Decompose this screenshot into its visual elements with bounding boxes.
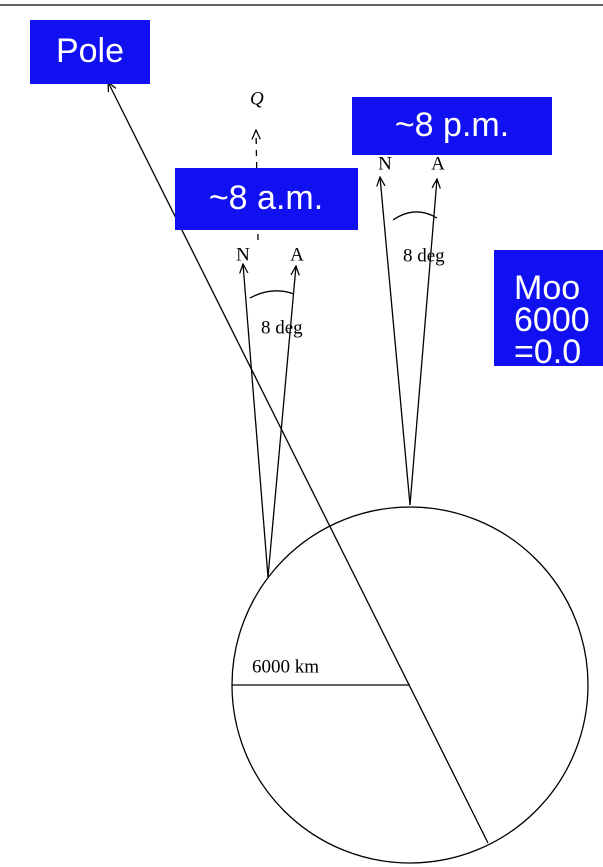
moon-line: Moo	[514, 269, 580, 307]
left-a-label: A	[290, 244, 304, 265]
pole-box	[30, 20, 150, 84]
pm-label: ~8 p.m.	[395, 106, 509, 144]
right-a-arrow	[409, 179, 437, 506]
pole-label: Pole	[56, 32, 124, 70]
radius-label: 6000 km	[252, 656, 319, 677]
right-a-label: A	[431, 153, 445, 174]
moon-line: 6000	[514, 301, 590, 339]
right-angle-arc	[392, 211, 438, 221]
pm-box	[352, 97, 552, 155]
moon-line: =0.0	[514, 333, 581, 371]
left-a-arrow	[267, 266, 296, 578]
q-label: Q	[250, 88, 264, 109]
am-box	[175, 168, 358, 230]
left-n-arrow	[243, 264, 269, 578]
right-n-label: N	[378, 153, 392, 174]
right-angle-label: 8 deg	[403, 245, 445, 266]
left-n-label: N	[236, 244, 250, 265]
left-angle-label: 8 deg	[261, 317, 303, 338]
left-angle-arc	[249, 290, 295, 299]
pole-axis	[108, 82, 489, 844]
moon-box	[494, 250, 603, 366]
right-n-arrow	[380, 177, 411, 506]
am-label: ~8 a.m.	[209, 179, 323, 217]
